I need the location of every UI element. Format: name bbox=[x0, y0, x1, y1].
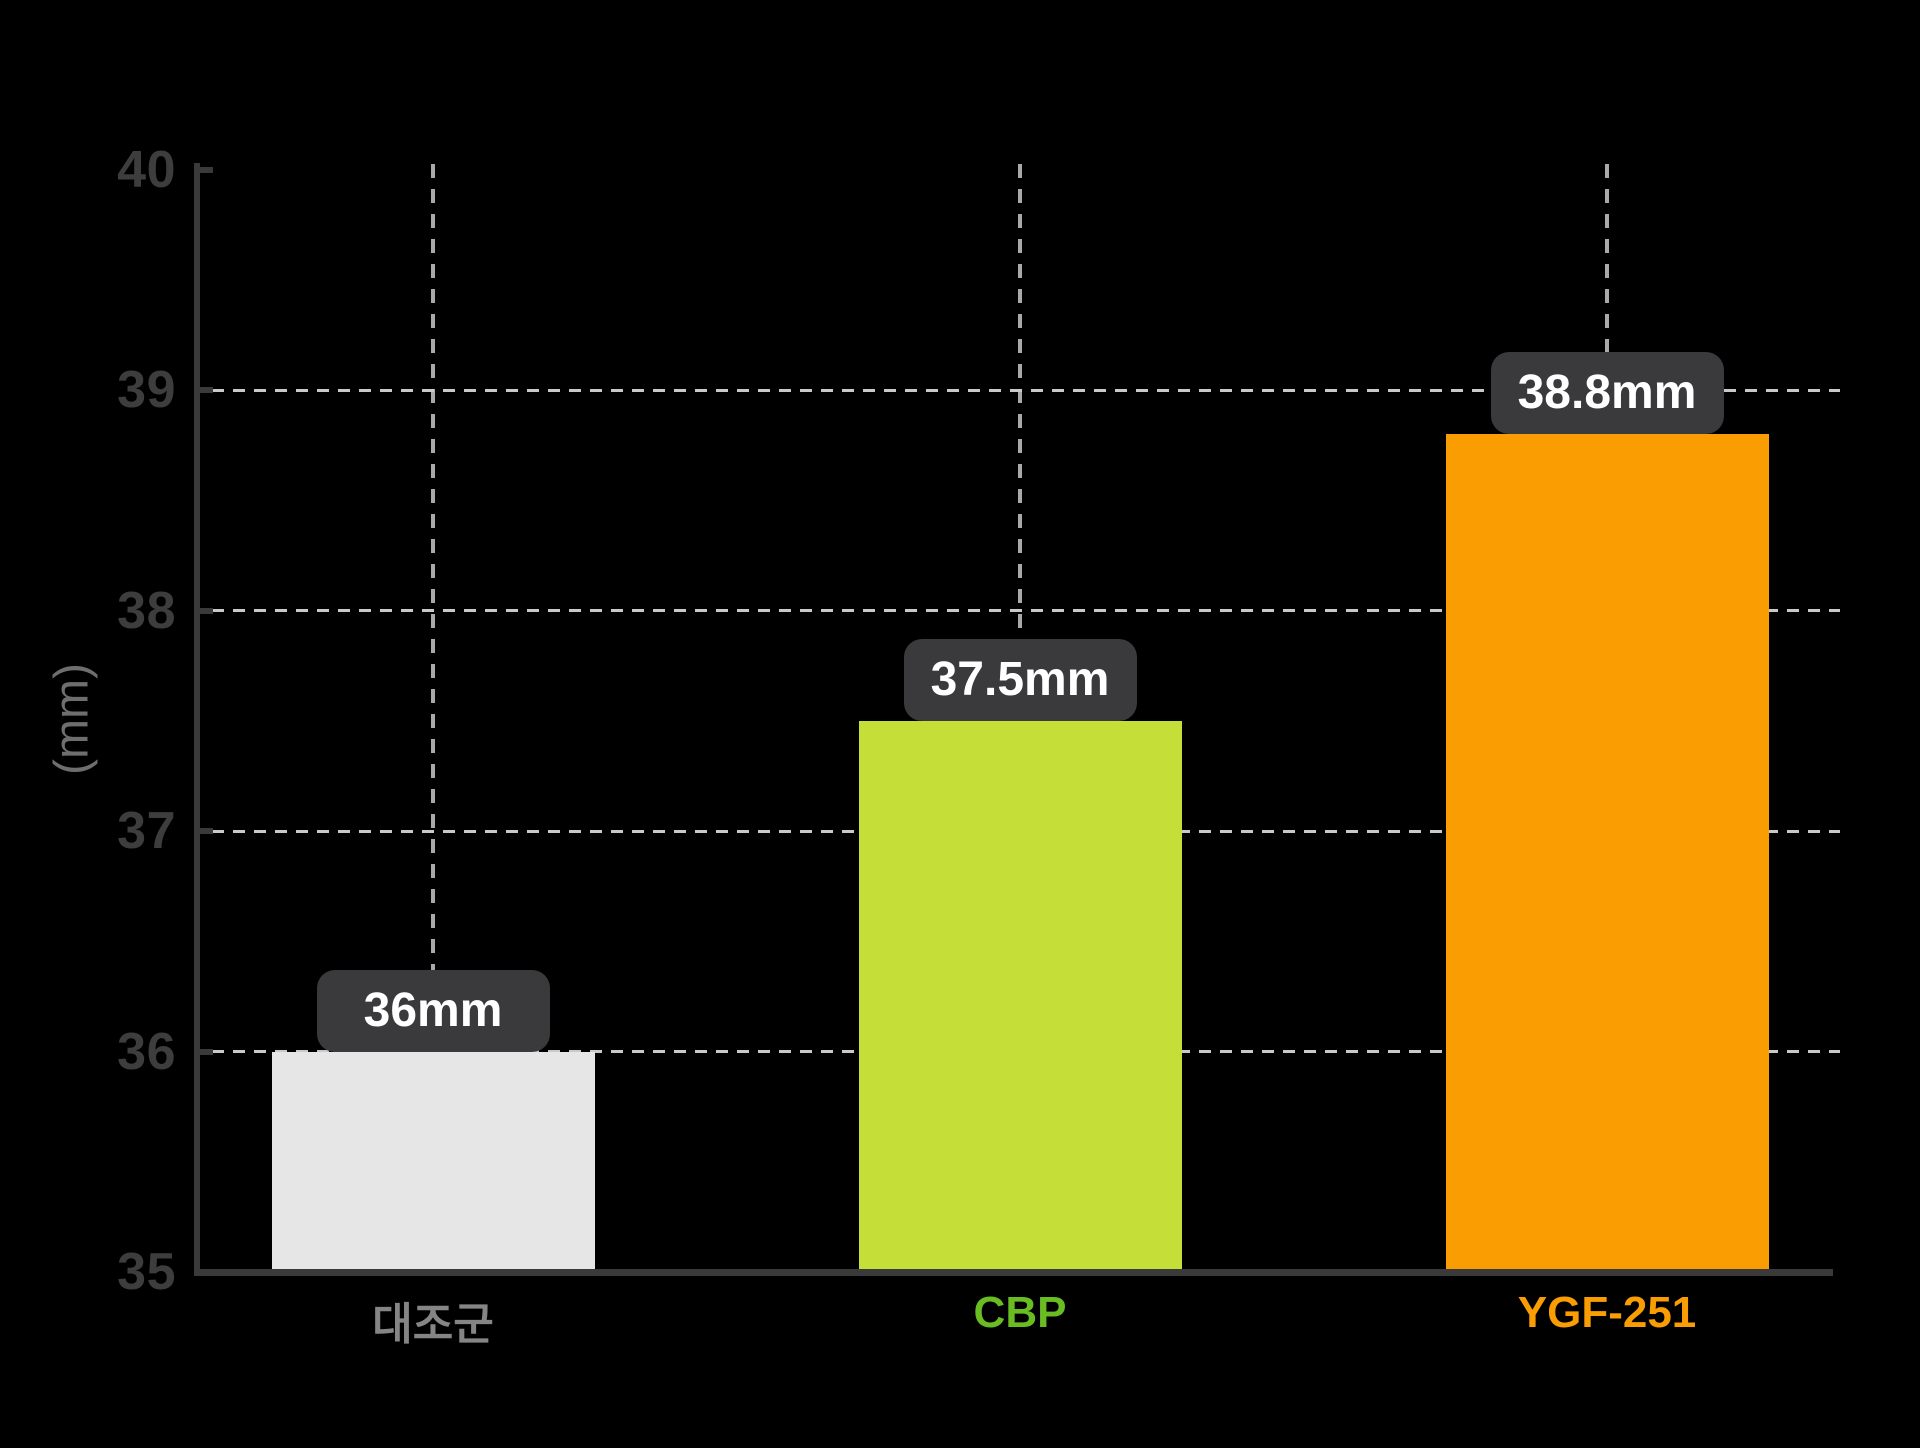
y-axis-line bbox=[194, 163, 200, 1276]
vertical-gridline-대조군 bbox=[431, 164, 435, 1269]
y-tick-mark-40 bbox=[200, 167, 213, 173]
horizontal-gridline-38 bbox=[212, 609, 1840, 613]
horizontal-gridline-39 bbox=[212, 388, 1840, 392]
value-label-YGF-251: 38.8mm bbox=[1490, 352, 1724, 435]
y-tick-mark-38 bbox=[200, 607, 213, 614]
y-tick-mark-39 bbox=[200, 387, 213, 394]
bar-CBP bbox=[858, 721, 1182, 1272]
y-tick-mark-36 bbox=[200, 1048, 213, 1055]
value-label-대조군: 36mm bbox=[316, 969, 550, 1052]
y-axis-unit-label: (mm) bbox=[45, 663, 99, 775]
y-tick-label-39: 39 bbox=[117, 361, 176, 420]
x-axis-line bbox=[194, 1269, 1833, 1276]
y-tick-label-38: 38 bbox=[117, 581, 176, 640]
y-tick-mark-37 bbox=[200, 828, 213, 835]
y-tick-label-37: 37 bbox=[117, 802, 176, 861]
category-label-대조군: 대조군 bbox=[372, 1300, 494, 1349]
category-label-YGF-251: YGF-251 bbox=[1517, 1288, 1697, 1337]
y-tick-label-40: 40 bbox=[117, 141, 176, 199]
bar-YGF-251 bbox=[1445, 434, 1769, 1272]
y-tick-label-35: 35 bbox=[117, 1243, 176, 1301]
category-label-CBP: CBP bbox=[973, 1288, 1067, 1337]
value-label-CBP: 37.5mm bbox=[903, 639, 1137, 721]
bar-대조군 bbox=[271, 1051, 595, 1272]
y-tick-label-36: 36 bbox=[117, 1022, 176, 1081]
